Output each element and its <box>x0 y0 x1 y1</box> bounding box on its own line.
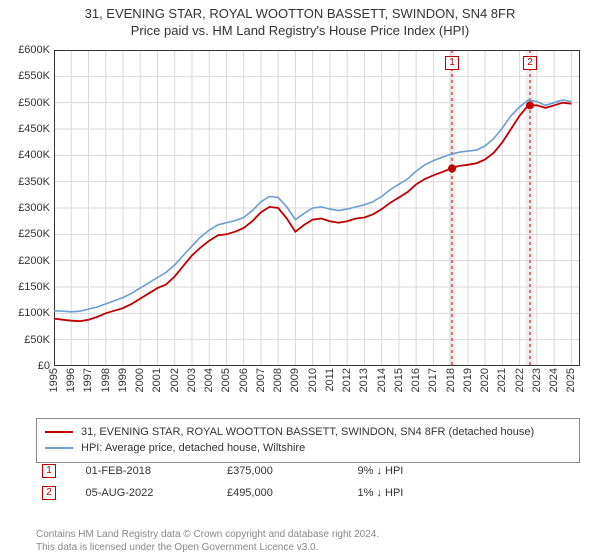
y-tick-label: £50K <box>24 334 50 346</box>
x-tick-label: 2023 <box>531 368 543 392</box>
legend-label: 31, EVENING STAR, ROYAL WOOTTON BASSETT,… <box>81 426 534 438</box>
chart-area: £0£50K£100K£150K£200K£250K£300K£350K£400… <box>54 50 580 366</box>
x-tick-label: 2025 <box>565 368 577 392</box>
x-tick-label: 2019 <box>462 368 474 392</box>
x-tick-label: 2014 <box>376 368 388 392</box>
footnote-line-1: Contains HM Land Registry data © Crown c… <box>36 529 379 540</box>
footnote-line-2: This data is licensed under the Open Gov… <box>36 542 318 553</box>
x-tick-label: 2015 <box>393 368 405 392</box>
title-line-2: Price paid vs. HM Land Registry's House … <box>0 23 600 38</box>
x-tick-label: 2021 <box>496 368 508 392</box>
chart-svg <box>54 50 580 366</box>
x-tick-label: 2012 <box>341 368 353 392</box>
y-tick-label: £550K <box>18 70 50 82</box>
event-cell: 01-FEB-2018 <box>80 460 221 482</box>
events-table: 1 01-FEB-2018£375,0009% ↓ HPI 2 05-AUG-2022… <box>36 460 580 504</box>
x-tick-label: 2004 <box>203 368 215 392</box>
y-tick-label: £150K <box>18 281 50 293</box>
event-cell: 2 <box>36 482 80 504</box>
y-tick-label: £250K <box>18 228 50 240</box>
x-tick-label: 2024 <box>548 368 560 392</box>
x-tick-label: 1999 <box>117 368 129 392</box>
x-tick-label: 2013 <box>358 368 370 392</box>
x-tick-label: 1998 <box>100 368 112 392</box>
y-tick-label: £350K <box>18 176 50 188</box>
event-cell: 1% ↓ HPI <box>352 482 581 504</box>
legend-label: HPI: Average price, detached house, Wilt… <box>81 442 305 454</box>
sale-marker-2: 2 <box>523 56 537 70</box>
x-tick-label: 2005 <box>220 368 232 392</box>
x-tick-label: 1997 <box>82 368 94 392</box>
x-tick-label: 2008 <box>272 368 284 392</box>
legend-row-0: 31, EVENING STAR, ROYAL WOOTTON BASSETT,… <box>45 424 571 440</box>
y-tick-label: £300K <box>18 202 50 214</box>
x-tick-label: 2017 <box>427 368 439 392</box>
x-tick-label: 2001 <box>151 368 163 392</box>
y-tick-label: £100K <box>18 307 50 319</box>
x-tick-label: 2020 <box>479 368 491 392</box>
y-tick-label: £450K <box>18 123 50 135</box>
x-tick-label: 2011 <box>324 368 336 392</box>
legend-row-1: HPI: Average price, detached house, Wilt… <box>45 440 571 456</box>
y-tick-label: £200K <box>18 255 50 267</box>
x-tick-label: 2007 <box>255 368 267 392</box>
event-cell: £375,000 <box>221 460 352 482</box>
x-tick-label: 2006 <box>238 368 250 392</box>
y-tick-label: £600K <box>18 44 50 56</box>
x-tick-label: 2009 <box>289 368 301 392</box>
y-tick-label: £400K <box>18 149 50 161</box>
y-tick-label: £500K <box>18 97 50 109</box>
x-tick-label: 2000 <box>134 368 146 392</box>
x-tick-label: 1996 <box>65 368 77 392</box>
x-tick-label: 2022 <box>514 368 526 392</box>
event-row-2: 2 05-AUG-2022£495,0001% ↓ HPI <box>36 482 580 504</box>
event-cell: £495,000 <box>221 482 352 504</box>
sale-marker-1: 1 <box>445 56 459 70</box>
x-tick-label: 1995 <box>48 368 60 392</box>
legend-swatch <box>45 431 73 433</box>
title-block: 31, EVENING STAR, ROYAL WOOTTON BASSETT,… <box>0 0 600 38</box>
event-cell: 1 <box>36 460 80 482</box>
footnote: Contains HM Land Registry data © Crown c… <box>36 528 580 554</box>
legend-swatch <box>45 447 73 449</box>
x-tick-label: 2016 <box>410 368 422 392</box>
x-tick-label: 2010 <box>307 368 319 392</box>
event-index-box: 2 <box>42 486 56 500</box>
event-index-box: 1 <box>42 464 56 478</box>
title-line-1: 31, EVENING STAR, ROYAL WOOTTON BASSETT,… <box>0 6 600 21</box>
x-tick-label: 2003 <box>186 368 198 392</box>
event-cell: 05-AUG-2022 <box>80 482 221 504</box>
x-tick-label: 2018 <box>445 368 457 392</box>
event-row-1: 1 01-FEB-2018£375,0009% ↓ HPI <box>36 460 580 482</box>
x-tick-label: 2002 <box>169 368 181 392</box>
event-cell: 9% ↓ HPI <box>352 460 581 482</box>
legend-box: 31, EVENING STAR, ROYAL WOOTTON BASSETT,… <box>36 418 580 463</box>
